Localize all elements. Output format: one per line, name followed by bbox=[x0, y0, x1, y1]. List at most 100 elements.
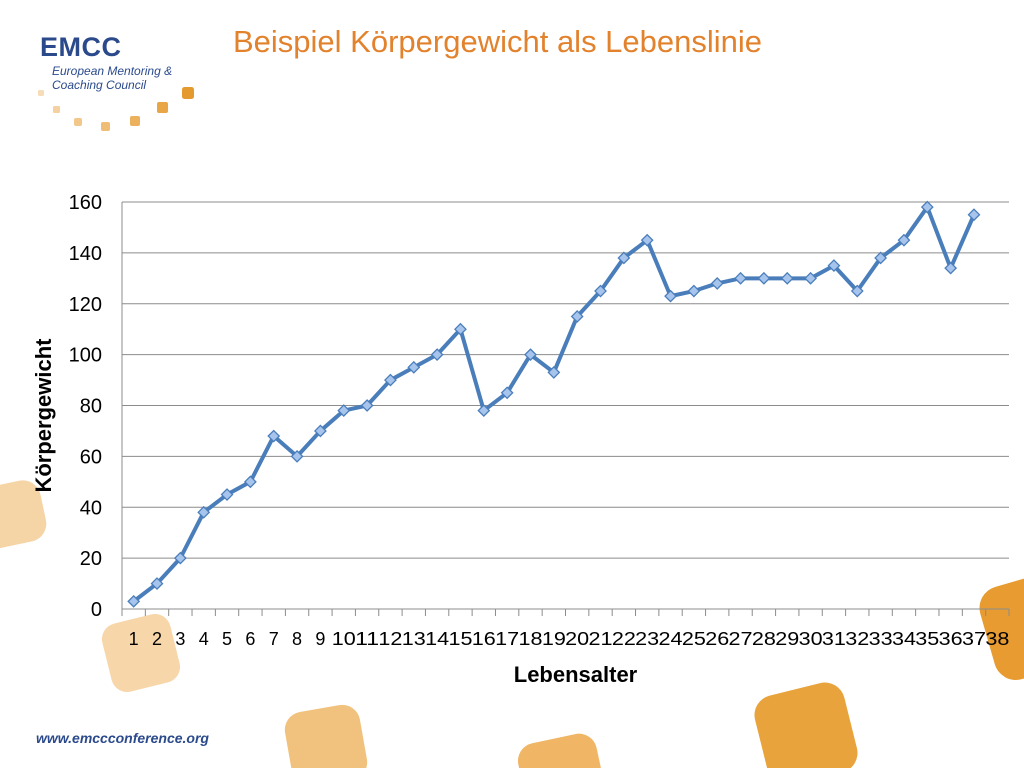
x-tick-label: 26 bbox=[705, 629, 729, 649]
data-point bbox=[734, 271, 747, 285]
x-tick-label: 18 bbox=[518, 629, 542, 649]
x-tick-label: 24 bbox=[659, 629, 683, 649]
x-tick-label: 1 bbox=[129, 629, 139, 649]
x-tick-label: 31 bbox=[822, 629, 846, 649]
data-point bbox=[500, 386, 514, 400]
x-tick-label: 19 bbox=[542, 629, 566, 649]
deco-square bbox=[284, 704, 368, 768]
y-tick-label: 100 bbox=[69, 345, 102, 367]
x-tick-label: 21 bbox=[589, 629, 613, 649]
x-tick-label: 37 bbox=[962, 629, 986, 649]
x-tick-label: 29 bbox=[775, 629, 799, 649]
data-point bbox=[454, 322, 467, 336]
data-point bbox=[640, 233, 654, 247]
logo-dots bbox=[38, 87, 194, 131]
y-tick-label: 140 bbox=[69, 243, 102, 265]
data-point bbox=[827, 259, 841, 273]
data-point bbox=[944, 261, 958, 275]
series-line bbox=[131, 205, 976, 604]
x-tick-label: 2 bbox=[152, 629, 162, 649]
x-tick-label: 20 bbox=[565, 629, 589, 649]
x-tick-label: 8 bbox=[292, 629, 302, 649]
y-tick-label: 160 bbox=[69, 192, 102, 214]
data-point bbox=[150, 577, 164, 590]
data-point bbox=[360, 399, 374, 412]
deco-square bbox=[979, 576, 1024, 680]
x-tick-labels: 1 2 3 4 5 6 7 8 9 1011121314151617181920212223242… bbox=[129, 629, 1010, 649]
x-tick-label: 7 bbox=[269, 629, 279, 649]
x-tick-label: 3 bbox=[175, 629, 185, 649]
x-tick-label: 27 bbox=[729, 629, 753, 649]
x-tick-label: 16 bbox=[472, 629, 496, 649]
x-tick-label: 11 bbox=[355, 629, 379, 649]
data-point bbox=[617, 251, 631, 265]
x-tick-label: 4 bbox=[199, 629, 209, 649]
x-tick-label: 9 bbox=[315, 629, 325, 649]
data-point bbox=[780, 271, 794, 285]
logo-subtitle-line2: Coaching Council bbox=[52, 78, 147, 92]
data-point bbox=[243, 475, 257, 489]
data-point bbox=[874, 251, 888, 265]
x-tick-label: 10 bbox=[332, 629, 356, 649]
data-point bbox=[313, 424, 327, 438]
data-point bbox=[897, 233, 911, 247]
x-tick-label: 32 bbox=[845, 629, 869, 649]
x-tick-label: 5 bbox=[222, 629, 232, 649]
data-point bbox=[220, 488, 234, 501]
data-point bbox=[430, 348, 444, 362]
data-point bbox=[197, 505, 211, 519]
data-point bbox=[757, 271, 771, 285]
data-point bbox=[407, 360, 421, 374]
x-tick-label: 38 bbox=[985, 629, 1009, 649]
x-tick-label: 35 bbox=[915, 629, 939, 649]
data-point bbox=[477, 404, 491, 418]
data-point bbox=[570, 310, 584, 323]
data-point bbox=[547, 366, 561, 379]
deco-square bbox=[101, 613, 181, 693]
x-tick-label: 13 bbox=[402, 629, 426, 649]
x-tick-label: 6 bbox=[245, 629, 255, 649]
data-point bbox=[710, 276, 724, 290]
emcc-logo: EMCC European Mentoring & Coaching Counc… bbox=[38, 32, 218, 132]
data-point bbox=[337, 404, 351, 418]
x-tick-label: 36 bbox=[939, 629, 963, 649]
x-tick-label: 23 bbox=[635, 629, 659, 649]
data-point bbox=[384, 373, 397, 387]
data-point bbox=[290, 449, 304, 463]
x-tick-label: 28 bbox=[752, 629, 776, 649]
data-point bbox=[664, 289, 677, 303]
data-point bbox=[967, 208, 981, 222]
x-tick-label: 17 bbox=[495, 629, 519, 649]
slide-title: Beispiel Körpergewicht als Lebenslinie bbox=[233, 24, 763, 59]
deco-square bbox=[754, 682, 858, 768]
x-tick-label: 25 bbox=[682, 629, 706, 649]
x-tick-label: 33 bbox=[869, 629, 893, 649]
y-tick-label: 0 bbox=[91, 599, 102, 621]
y-tick-label: 60 bbox=[80, 446, 102, 468]
deco-square bbox=[0, 480, 47, 550]
data-point bbox=[804, 271, 818, 285]
deco-square bbox=[517, 733, 603, 768]
x-axis-title: Lebensalter bbox=[514, 662, 638, 687]
data-point bbox=[173, 551, 187, 565]
data-point bbox=[127, 594, 141, 608]
y-tick-label: 20 bbox=[80, 548, 102, 570]
data-point bbox=[850, 284, 864, 298]
footer-url: www.emccconference.org bbox=[36, 730, 209, 746]
x-tick-label: 22 bbox=[612, 629, 636, 649]
x-tick-label: 14 bbox=[425, 629, 449, 649]
data-point bbox=[524, 348, 537, 362]
y-tick-label: 120 bbox=[69, 294, 102, 316]
x-tick-label: 12 bbox=[378, 629, 402, 649]
x-tick-label: 34 bbox=[892, 629, 916, 649]
x-tick-label: 15 bbox=[448, 629, 472, 649]
data-point bbox=[920, 200, 934, 214]
logo-name: EMCC bbox=[40, 32, 122, 62]
logo-subtitle-line1: European Mentoring & bbox=[52, 64, 173, 78]
x-tick-label: 30 bbox=[799, 629, 823, 649]
y-tick-label: 80 bbox=[80, 396, 102, 418]
data-point bbox=[594, 284, 607, 298]
y-axis-title: Körpergewicht bbox=[31, 338, 56, 493]
